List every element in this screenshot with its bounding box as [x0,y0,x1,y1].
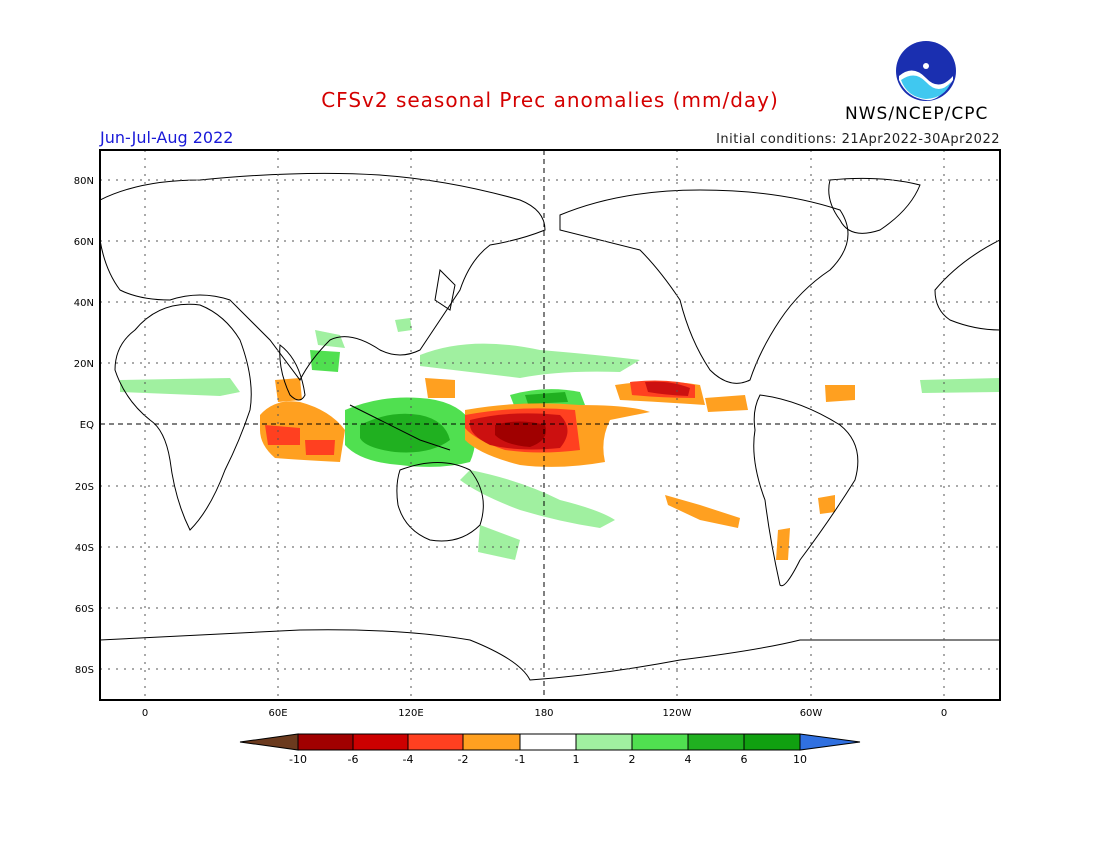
colorbar-label: -10 [289,753,307,766]
africa-coast [114,303,252,531]
colorbar-labels: -10 -6 -4 -2 -1 1 2 4 6 10 [289,753,807,766]
dry-strong-east-pacific [645,381,690,396]
agency-label: NWS/NCEP/CPC [845,104,989,124]
wet-band-spcz [460,470,615,528]
lat-label: EQ [80,420,94,431]
japan-coast [434,268,456,311]
colorbar-swatch [407,733,464,751]
colorbar-swatch [687,733,745,751]
lon-labels: 0 60E 120E 180 120W 60W 0 [142,708,947,719]
coastlines [100,172,1000,681]
colorbar-swatch [743,733,801,751]
graticule [100,150,1000,700]
antarctica-coast [100,629,1000,681]
colorbar-label: -6 [348,753,359,766]
colorbar [239,733,861,751]
wet-core-pacific [525,392,568,404]
map-frame [99,149,1001,701]
wet-band-india [315,330,345,348]
colorbar-swatch [352,733,409,751]
lon-label: 0 [941,708,947,719]
north-america-coast [559,189,849,384]
dry-extreme-pacific [495,421,546,447]
dry-mod-indian [265,425,300,445]
wet-band-atlantic [920,378,1000,393]
india-coast [279,344,306,401]
south-america-coast [753,394,859,587]
colorbar-label: -1 [515,753,526,766]
wet-band-pacific-north [420,343,640,378]
wet-bay-bengal [310,350,340,372]
lat-label: 40N [74,298,94,309]
europe-west-coast [934,239,1000,331]
lat-label: 60N [74,237,94,248]
colorbar-label: 1 [573,753,580,766]
dry-atlantic [825,385,855,402]
dry-philippine-sea [425,378,455,398]
colorbar-swatch [297,733,354,751]
colorbar-label: -4 [403,753,414,766]
colorbar-swatch [462,733,521,751]
lat-label: 80N [74,176,94,187]
colorbar-swatch [519,733,577,751]
wet-band-africa [120,378,240,396]
noaa-logo [895,40,957,102]
dry-chile [776,528,790,560]
greenland-coast [828,177,921,234]
lon-label: 120E [398,708,423,719]
dry-arabian-sea [275,378,302,402]
anomaly-layer [120,318,1000,560]
dry-mod-bay [305,440,335,455]
lat-label: 20N [74,359,94,370]
indonesia-coast [349,404,451,451]
colorbar-label: 4 [685,753,692,766]
colorbar-label: -2 [458,753,469,766]
colorbar-label: 2 [629,753,636,766]
colorbar-swatch-max [799,733,861,751]
dry-central-america [705,395,748,412]
lon-label: 0 [142,708,148,719]
lon-label: 120W [663,708,692,719]
wet-band-asia [395,318,412,332]
colorbar-swatch [575,733,633,751]
dry-south-pacific [665,495,740,528]
lon-label: 60W [800,708,823,719]
initial-conditions-label: Initial conditions: 21Apr2022-30Apr2022 [716,132,1000,147]
lon-label: 60E [268,708,287,719]
lat-label: 40S [75,543,94,554]
colorbar-swatch-min [239,733,299,751]
lat-label: 80S [75,665,94,676]
lat-labels: 80N 60N 40N 20N EQ 20S 40S 60S 80S [74,176,94,676]
lat-label: 20S [75,482,94,493]
map-title: CFSv2 seasonal Prec anomalies (mm/day) [321,88,779,112]
season-label: Jun-Jul-Aug 2022 [100,128,234,147]
australia-coast [396,462,484,542]
wet-band-australia [478,525,520,560]
reference-lines [100,150,1000,700]
colorbar-label: 6 [741,753,748,766]
lat-label: 60S [75,604,94,615]
eurasia-coast [100,172,546,381]
dry-south-america-east [818,495,835,514]
lon-label: 180 [534,708,553,719]
colorbar-swatch [631,733,689,751]
colorbar-label: 10 [793,753,807,766]
